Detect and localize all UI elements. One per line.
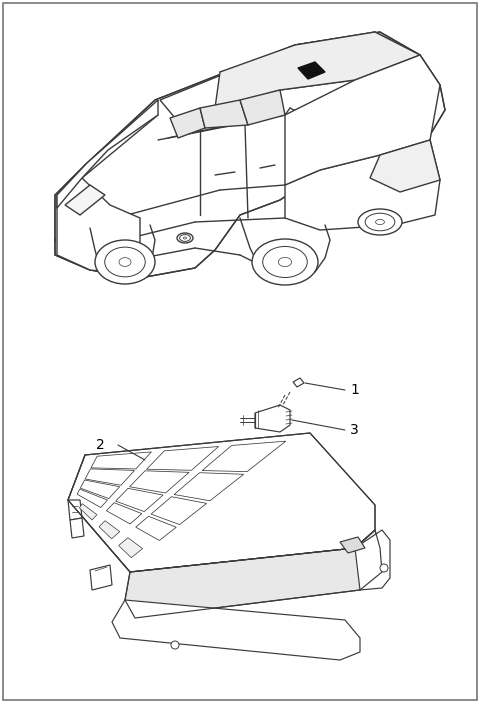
- Polygon shape: [116, 489, 163, 512]
- Polygon shape: [55, 32, 445, 278]
- Polygon shape: [215, 32, 420, 108]
- Ellipse shape: [180, 235, 191, 241]
- Ellipse shape: [177, 233, 193, 243]
- Polygon shape: [240, 90, 285, 125]
- Polygon shape: [340, 537, 365, 553]
- Polygon shape: [174, 472, 244, 501]
- Polygon shape: [285, 55, 440, 185]
- Polygon shape: [119, 538, 143, 557]
- Polygon shape: [285, 140, 440, 230]
- Text: 2: 2: [96, 438, 105, 452]
- Ellipse shape: [105, 247, 145, 277]
- Polygon shape: [255, 405, 290, 432]
- Polygon shape: [65, 185, 105, 215]
- Polygon shape: [90, 565, 112, 590]
- Polygon shape: [160, 32, 420, 118]
- Polygon shape: [293, 378, 304, 387]
- Ellipse shape: [376, 219, 384, 224]
- Polygon shape: [70, 518, 84, 538]
- Polygon shape: [200, 100, 248, 128]
- Polygon shape: [202, 441, 286, 472]
- Ellipse shape: [252, 239, 318, 285]
- Ellipse shape: [278, 257, 292, 266]
- Polygon shape: [125, 530, 382, 618]
- Polygon shape: [91, 452, 151, 469]
- Polygon shape: [170, 108, 205, 138]
- Circle shape: [380, 564, 388, 572]
- Ellipse shape: [358, 209, 402, 235]
- Ellipse shape: [95, 240, 155, 284]
- Text: 1: 1: [350, 383, 359, 397]
- Polygon shape: [80, 480, 120, 498]
- Text: 3: 3: [350, 423, 359, 437]
- Polygon shape: [68, 500, 82, 520]
- Polygon shape: [112, 600, 360, 660]
- Polygon shape: [107, 503, 142, 524]
- Ellipse shape: [119, 257, 131, 266]
- Ellipse shape: [183, 237, 187, 239]
- Ellipse shape: [365, 213, 395, 231]
- Polygon shape: [57, 178, 140, 275]
- Polygon shape: [77, 489, 108, 508]
- Polygon shape: [298, 62, 325, 79]
- Polygon shape: [68, 433, 375, 572]
- Polygon shape: [99, 521, 120, 538]
- Polygon shape: [151, 497, 206, 524]
- Polygon shape: [370, 140, 440, 192]
- Polygon shape: [146, 446, 218, 470]
- Ellipse shape: [263, 247, 307, 278]
- Polygon shape: [79, 504, 97, 520]
- Polygon shape: [355, 530, 390, 590]
- Circle shape: [171, 641, 179, 649]
- Polygon shape: [130, 471, 189, 493]
- Polygon shape: [136, 516, 176, 541]
- Polygon shape: [85, 469, 134, 485]
- Polygon shape: [57, 100, 158, 208]
